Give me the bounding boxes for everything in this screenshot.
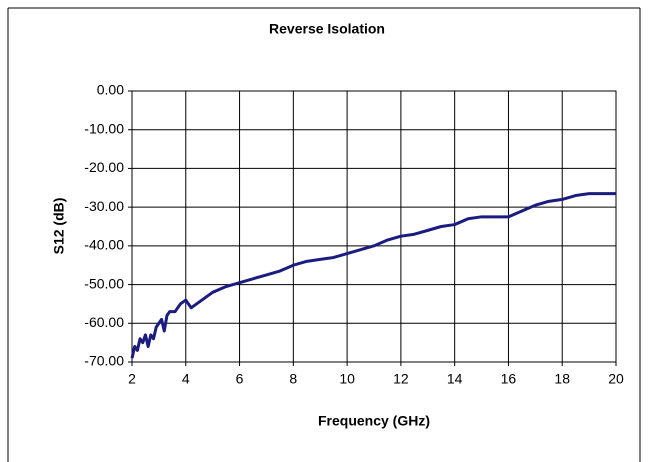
x-tick-label: 6: [236, 371, 244, 387]
data-line: [130, 192, 616, 359]
y-tick-label: -10.00: [84, 120, 124, 136]
y-tick-label: 0.00: [97, 82, 124, 98]
x-tick-label: 18: [554, 371, 570, 387]
y-tick-label: -70.00: [84, 353, 124, 369]
x-tick-label: 20: [608, 371, 624, 387]
y-tick-label: -40.00: [84, 237, 124, 253]
x-axis-label: Frequency (GHz): [318, 413, 430, 429]
x-tick-label: 12: [393, 371, 409, 387]
y-tick-label: -50.00: [84, 275, 124, 291]
y-tick-label: -60.00: [84, 314, 124, 330]
chart-title: Reverse Isolation: [269, 21, 385, 37]
x-tick-label: 16: [501, 371, 517, 387]
y-tick-label: -30.00: [84, 198, 124, 214]
plot-area: [131, 90, 617, 363]
x-tick-label: 14: [447, 371, 463, 387]
y-axis-label: S12 (dB): [51, 198, 67, 255]
x-tick-label: 2: [128, 371, 136, 387]
x-tick-label: 8: [289, 371, 297, 387]
x-tick-label: 4: [182, 371, 190, 387]
x-tick-label: 10: [339, 371, 355, 387]
y-tick-label: -20.00: [84, 159, 124, 175]
